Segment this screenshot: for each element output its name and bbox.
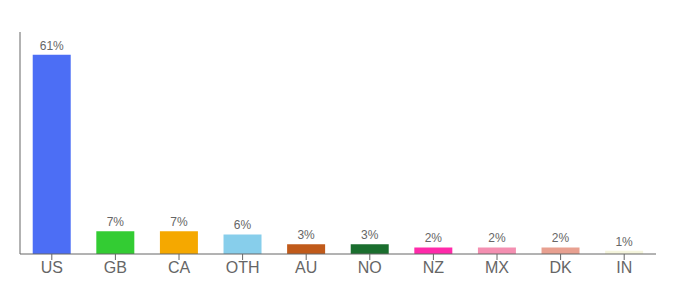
svg-text:IN: IN (616, 259, 632, 276)
svg-text:GB: GB (104, 259, 127, 276)
svg-text:1%: 1% (615, 235, 633, 249)
svg-text:OTH: OTH (226, 259, 260, 276)
svg-text:US: US (41, 259, 63, 276)
svg-text:NO: NO (358, 259, 382, 276)
svg-text:3%: 3% (297, 228, 315, 242)
svg-text:AU: AU (295, 259, 317, 276)
svg-text:CA: CA (168, 259, 191, 276)
svg-text:6%: 6% (234, 218, 252, 232)
svg-text:NZ: NZ (423, 259, 445, 276)
svg-text:2%: 2% (488, 231, 506, 245)
svg-text:7%: 7% (107, 215, 125, 229)
svg-text:MX: MX (485, 259, 509, 276)
svg-text:3%: 3% (361, 228, 379, 242)
svg-text:2%: 2% (425, 231, 443, 245)
svg-text:61%: 61% (40, 39, 64, 53)
svg-text:2%: 2% (552, 231, 570, 245)
svg-text:DK: DK (549, 259, 572, 276)
svg-text:7%: 7% (170, 215, 188, 229)
